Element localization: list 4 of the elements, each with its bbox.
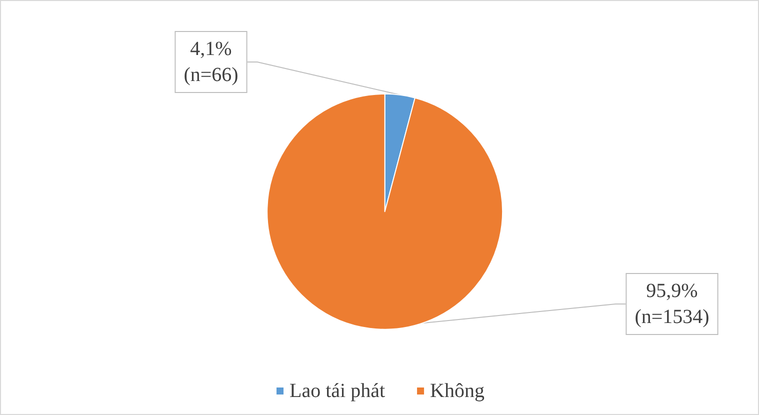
legend-label: Lao tái phát <box>290 380 386 402</box>
data-label: 95,9% (n=1534) <box>634 280 710 328</box>
data-label: 4,1% (n=66) <box>184 38 238 86</box>
legend-label: Không <box>430 380 484 402</box>
